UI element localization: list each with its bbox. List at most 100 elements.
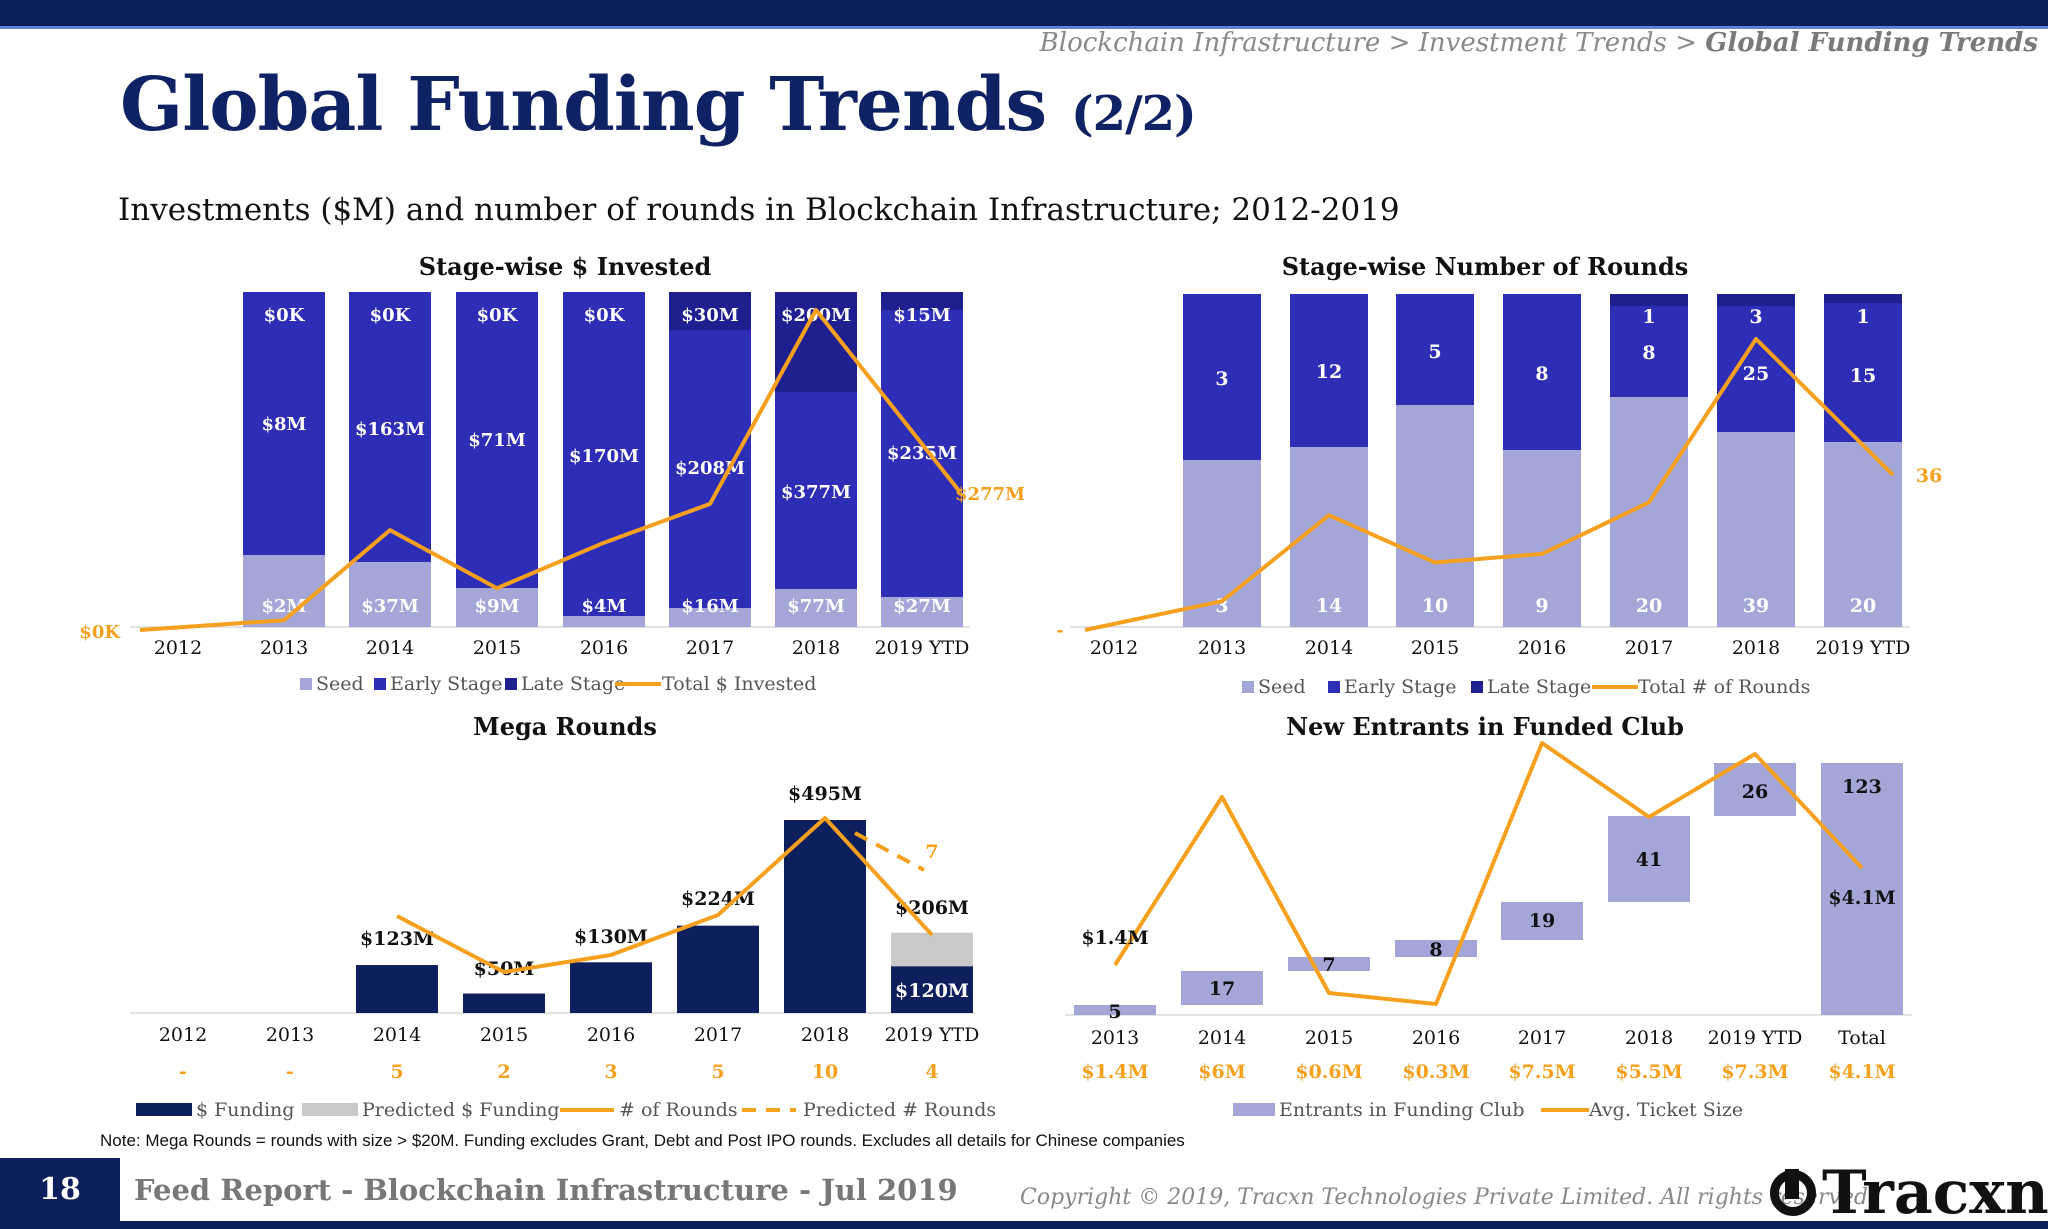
label-ticket-start: $1.4M [1081,927,1148,949]
line-mega-predicted-rounds [854,831,925,872]
label-late-2014: $0K [370,305,412,326]
bar-seed-2016 [563,616,645,627]
legend-label-total-invested: Total $ Invested [662,673,816,695]
bar-early-rounds-2017 [1610,306,1688,397]
label-total-start: $0K [79,622,121,643]
legend-label-mega-rounds: # of Rounds [619,1099,738,1121]
legend-swatch-late-rounds [1471,681,1483,693]
tracxn-logo-icon [1770,1169,1816,1216]
label-late-2015: $0K [477,305,519,326]
breadcrumb-path[interactable]: Blockchain Infrastructure > Investment T… [1039,28,1706,58]
bar-seed-rounds-2016 [1503,450,1581,627]
legend-label-mega-funding: $ Funding [196,1099,294,1121]
label-entrants-Total: 123 [1842,776,1882,798]
bar-entrants-2014 [1181,971,1263,1005]
legend-label-early: Early Stage [390,673,503,695]
label-seed-rounds-2016: 9 [1535,595,1548,617]
label-early-rounds-2016: 8 [1535,363,1548,385]
bar-early-rounds-2015 [1396,294,1474,405]
label-mega-2016: $130M [574,926,648,948]
label-mega-rounds-count-2014: 5 [390,1061,403,1083]
legend-swatch-entrants [1233,1103,1275,1116]
bar-seed-2013 [243,555,325,627]
label-seed-2014: $37M [361,596,419,617]
label-late-rounds-2017: 1 [1642,306,1655,328]
legend-label-late-rounds: Late Stage [1487,676,1591,698]
label-ticket-size-2016: $0.3M [1402,1061,1469,1083]
bar-late-2017 [669,292,751,330]
legend-label-total-rounds: Total # of Rounds [1638,676,1810,698]
page-subtitle: Investments ($M) and number of rounds in… [118,192,1400,228]
label-mega-rounds-count-2016: 3 [604,1061,617,1083]
label-early-2014: $163M [355,419,425,440]
bar-mega-predicted-2019 [891,932,973,967]
bar-early-rounds-2013 [1183,294,1261,460]
page-number: 18 [0,1158,120,1221]
label-mega-rounds-count-2019 YTD: 4 [925,1061,938,1083]
line-avg-ticket [1113,741,1864,1006]
bar-seed-2014 [349,562,431,627]
page-title: Global Funding Trends (2/2) [120,62,1197,148]
legend-label-entrants: Entrants in Funding Club [1279,1099,1525,1121]
legend-swatch-mega-predicted [302,1103,358,1116]
bar-seed-2019 YTD [881,597,963,627]
bar-mega-funding-2017 [677,925,759,1013]
label-mega-predicted-rounds: 7 [925,841,938,863]
legend-swatch-late [505,678,517,690]
label-seed-2017: $16M [681,596,739,617]
chart-title-stage-invested: Stage-wise $ Invested [418,252,712,281]
page-title-main: Global Funding Trends [120,62,1047,148]
label-seed-2016: $4M [582,596,627,617]
bar-late-rounds-2018 [1717,294,1795,306]
tick-rounds-2015: 2015 [1411,637,1459,659]
tick-entrants-2016: 2016 [1412,1027,1460,1049]
label-mega-rounds-count-2015: 2 [497,1061,510,1083]
tick-invested-2017: 2017 [686,637,734,659]
label-mega-rounds-count-2013: - [286,1061,294,1083]
label-ticket-size-2014: $6M [1198,1061,1245,1083]
label-ticket-size-2015: $0.6M [1295,1061,1362,1083]
legend-label-mega-predicted-rounds: Predicted # Rounds [803,1099,996,1121]
tick-invested-2012: 2012 [154,637,202,659]
bar-early-2013 [243,292,325,555]
label-entrants-2015: 7 [1322,954,1335,976]
label-early-2016: $170M [569,446,639,467]
tick-mega-2015: 2015 [480,1024,528,1046]
label-ticket-size-2017: $7.5M [1508,1061,1575,1083]
tick-rounds-2019 YTD: 2019 YTD [1816,637,1911,659]
label-entrants-2018: 41 [1636,849,1662,871]
bar-early-rounds-2014 [1290,294,1368,447]
tick-mega-2012: 2012 [159,1024,207,1046]
legend-swatch-early-rounds [1328,681,1340,693]
bar-entrants-2018 [1608,816,1690,902]
label-early-2018: $377M [781,482,851,503]
bar-mega-funding-2015 [463,993,545,1013]
label-mega-2019: $120M [895,980,969,1002]
legend-swatch-seed-rounds [1242,681,1254,693]
label-ticket-size-Total: $4.1M [1828,1061,1895,1083]
footnote: Note: Mega Rounds = rounds with size > $… [100,1131,1185,1150]
label-early-rounds-2018: 25 [1743,363,1769,385]
line-total-invested [139,308,962,632]
bar-seed-rounds-2015 [1396,405,1474,627]
bar-early-2019 YTD [881,310,963,597]
top-accent-line [0,26,2048,29]
legend-label-avg-ticket: Avg. Ticket Size [1588,1099,1743,1121]
bar-early-rounds-2016 [1503,294,1581,450]
label-late-rounds-2018: 3 [1749,306,1762,328]
label-mega-rounds-count-2012: - [179,1061,187,1083]
tick-entrants-2017: 2017 [1518,1027,1566,1049]
label-mega-rounds-count-2017: 5 [711,1061,724,1083]
label-early-rounds-2015: 5 [1428,341,1441,363]
label-seed-rounds-2014: 14 [1316,595,1342,617]
legend-swatch-mega-funding [136,1103,192,1116]
tick-mega-2014: 2014 [373,1024,421,1046]
legend-swatch-early [374,678,386,690]
label-entrants-2016: 8 [1429,939,1442,961]
bar-seed-rounds-2017 [1610,397,1688,627]
bar-seed-2018 [775,589,857,627]
label-seed-rounds-2019 YTD: 20 [1850,595,1876,617]
tick-invested-2013: 2013 [260,637,308,659]
legend-label-seed-rounds: Seed [1258,676,1306,698]
label-seed-2019 YTD: $27M [893,596,951,617]
